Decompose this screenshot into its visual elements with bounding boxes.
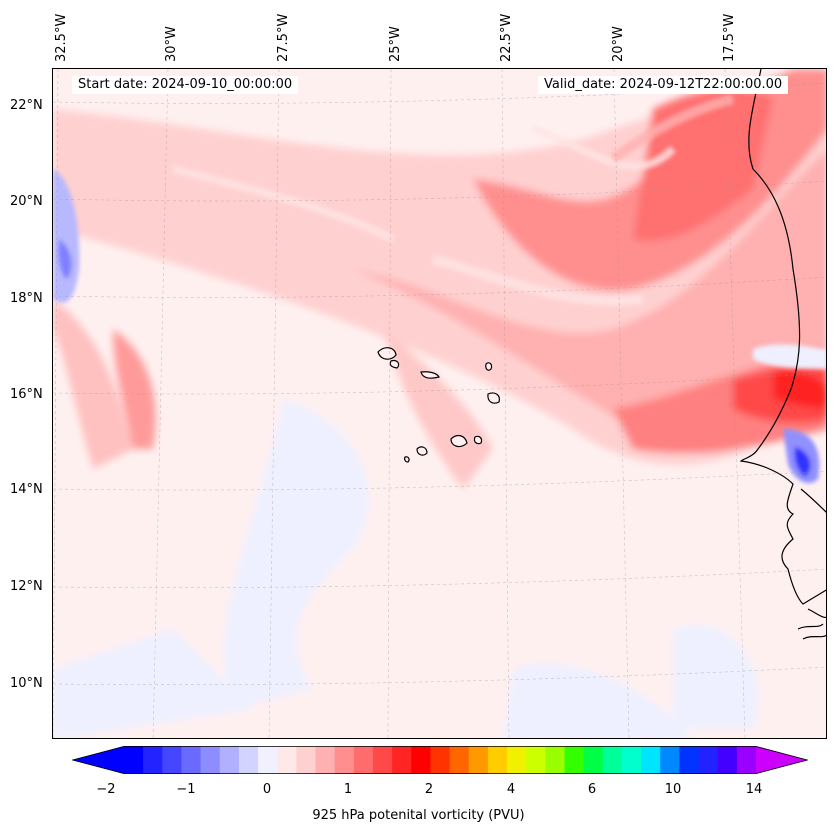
colorbar-swatch: [296, 746, 317, 774]
colorbar-swatch: [372, 746, 393, 774]
colorbar-tick: 6: [587, 782, 597, 797]
start-date-label: Start date: 2024-09-10_00:00:00: [72, 76, 299, 94]
colorbar-tick: 10: [664, 782, 682, 797]
colorbar: [72, 746, 808, 774]
colorbar-swatch: [602, 746, 623, 774]
colorbar-swatch: [526, 746, 546, 774]
band-streaks: [172, 94, 735, 306]
lon-label: 32.5°W: [54, 13, 69, 62]
colorbar-swatch: [162, 746, 183, 774]
colorbar-swatch: [717, 746, 738, 774]
colorbar-tick: 4: [506, 782, 516, 797]
colorbar-tick: 1: [343, 782, 353, 797]
colorbar-swatch: [545, 746, 566, 774]
colorbar-swatch: [449, 746, 470, 774]
colorbar-swatch: [621, 746, 642, 774]
colorbar-swatch: [507, 746, 527, 774]
colorbar-swatch: [641, 746, 661, 774]
lon-label: 25°W: [388, 26, 403, 62]
colorbar-swatch: [143, 746, 163, 774]
map-panel: [52, 68, 827, 739]
colorbar-swatch: [315, 746, 336, 774]
colorbar-outline: [72, 746, 808, 774]
colorbar-swatch: [468, 746, 489, 774]
colorbar-swatch: [258, 746, 278, 774]
colorbar-tick: 0: [262, 782, 272, 797]
negative-pv-light: [53, 399, 759, 738]
colorbar-swatch: [353, 746, 374, 774]
lon-label: 20°W: [611, 26, 626, 62]
colorbar-swatch: [392, 746, 412, 774]
lat-label: 18°N: [10, 291, 43, 306]
colorbar-swatch: [583, 746, 604, 774]
colorbar-swatch: [698, 746, 719, 774]
lon-label: 22.5°W: [499, 13, 514, 62]
colorbar-swatch: [660, 746, 680, 774]
colorbar-swatch: [334, 746, 355, 774]
lon-label: 17.5°W: [722, 13, 737, 62]
graticule: [53, 69, 826, 738]
colorbar-swatch: [679, 746, 700, 774]
colorbar-extend-high: [756, 746, 808, 774]
lat-label: 14°N: [10, 482, 43, 497]
colorbar-swatch: [487, 746, 508, 774]
lat-label: 10°N: [10, 676, 43, 691]
pv-field-map: [53, 69, 826, 738]
lat-label: 16°N: [10, 387, 43, 402]
lat-label: 20°N: [10, 194, 43, 209]
colorbar-tick: −2: [96, 782, 116, 797]
colorbar-swatch: [564, 746, 585, 774]
lon-label: 27.5°W: [276, 13, 291, 62]
negative-pv-patches: [53, 169, 826, 484]
colorbar-swatch: [219, 746, 240, 774]
colorbar-tick: −1: [176, 782, 196, 797]
colorbar-tick: 2: [424, 782, 434, 797]
colorbar-swatch: [430, 746, 451, 774]
colorbar-tick: 14: [745, 782, 763, 797]
lat-label: 12°N: [10, 579, 43, 594]
lat-label: 22°N: [10, 98, 43, 113]
colorbar-swatch: [736, 746, 757, 774]
colorbar-label: 925 hPa potenital vorticity (PVU): [312, 808, 525, 823]
colorbar-swatch: [238, 746, 259, 774]
colorbar-extend-low: [72, 746, 124, 774]
cape-verde-islands: [377, 347, 500, 463]
colorbar-swatch: [181, 746, 202, 774]
valid-date-label: Valid_date: 2024-09-12T22:00:00.00: [538, 76, 789, 94]
coastline: [739, 69, 826, 640]
colorbar-swatch: [277, 746, 297, 774]
lon-label: 30°W: [164, 26, 179, 62]
colorbar-swatch: [411, 746, 432, 774]
colorbar-swatch: [200, 746, 221, 774]
colorbar-swatch: [124, 746, 144, 774]
